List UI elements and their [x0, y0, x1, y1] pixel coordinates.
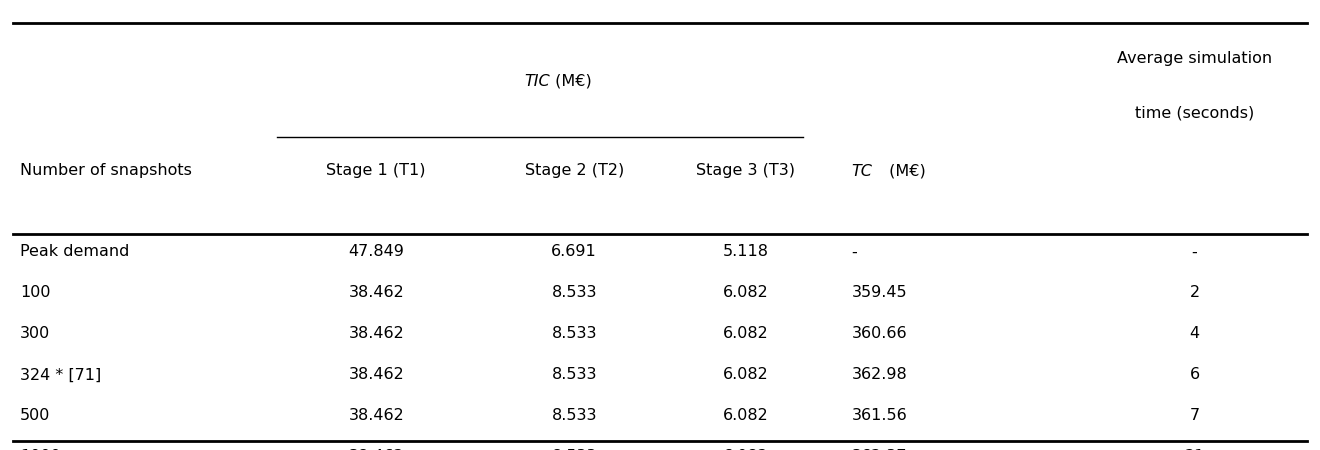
Text: TC: TC	[851, 163, 873, 179]
Text: 6.082: 6.082	[723, 285, 768, 301]
Text: 5.118: 5.118	[723, 244, 768, 260]
Text: 359.45: 359.45	[851, 285, 907, 301]
Text: Average simulation: Average simulation	[1117, 51, 1272, 66]
Text: 324 * [71]: 324 * [71]	[20, 367, 102, 382]
Text: Stage 2 (T2): Stage 2 (T2)	[524, 163, 624, 179]
Text: time (seconds): time (seconds)	[1135, 105, 1254, 120]
Text: (M€): (M€)	[884, 163, 927, 179]
Text: 8.533: 8.533	[552, 449, 597, 450]
Text: 1000: 1000	[20, 449, 61, 450]
Text: Stage 1 (T1): Stage 1 (T1)	[326, 163, 426, 179]
Text: 100: 100	[20, 285, 50, 301]
Text: 47.849: 47.849	[348, 244, 404, 260]
Text: 38.462: 38.462	[348, 408, 404, 423]
Text: 6: 6	[1189, 367, 1200, 382]
Text: 8.533: 8.533	[552, 408, 597, 423]
Text: (M€): (M€)	[549, 73, 591, 89]
Text: Peak demand: Peak demand	[20, 244, 129, 260]
Text: -: -	[851, 244, 857, 260]
Text: 361.56: 361.56	[851, 408, 907, 423]
Text: 4: 4	[1189, 326, 1200, 342]
Text: -: -	[1192, 244, 1197, 260]
Text: 38.462: 38.462	[348, 449, 404, 450]
Text: TIC: TIC	[524, 73, 549, 89]
Text: 6.691: 6.691	[552, 244, 597, 260]
Text: 360.66: 360.66	[851, 326, 907, 342]
Text: 8.533: 8.533	[552, 367, 597, 382]
Text: 38.462: 38.462	[348, 367, 404, 382]
Text: 21: 21	[1184, 449, 1205, 450]
Text: 6.082: 6.082	[723, 408, 768, 423]
Text: 6.082: 6.082	[723, 367, 768, 382]
Text: 8.533: 8.533	[552, 285, 597, 301]
Text: 6.082: 6.082	[723, 449, 768, 450]
Text: Stage 3 (T3): Stage 3 (T3)	[697, 163, 795, 179]
Text: 2: 2	[1189, 285, 1200, 301]
Text: Number of snapshots: Number of snapshots	[20, 163, 191, 179]
Text: 8.533: 8.533	[552, 326, 597, 342]
Text: 6.082: 6.082	[723, 326, 768, 342]
Text: 362.37: 362.37	[851, 449, 907, 450]
Text: 500: 500	[20, 408, 50, 423]
Text: 7: 7	[1189, 408, 1200, 423]
Text: 38.462: 38.462	[348, 285, 404, 301]
Text: 362.98: 362.98	[851, 367, 907, 382]
Text: 300: 300	[20, 326, 50, 342]
Text: 38.462: 38.462	[348, 326, 404, 342]
